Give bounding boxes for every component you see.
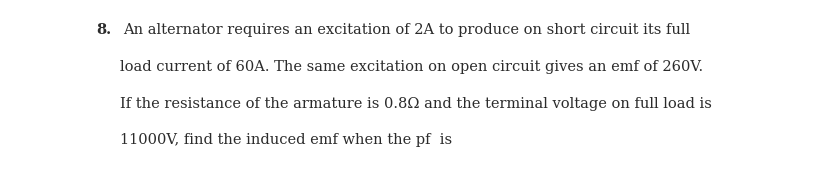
Text: An alternator requires an excitation of 2A to produce on short circuit its full: An alternator requires an excitation of …	[123, 23, 690, 37]
Text: 11000V, find the induced emf when the pf  is: 11000V, find the induced emf when the pf…	[120, 133, 453, 147]
Text: load current of 60A. The same excitation on open circuit gives an emf of 260V.: load current of 60A. The same excitation…	[120, 60, 703, 74]
Text: 8.: 8.	[96, 23, 111, 37]
Text: If the resistance of the armature is 0.8Ω and the terminal voltage on full load : If the resistance of the armature is 0.8…	[120, 97, 712, 110]
